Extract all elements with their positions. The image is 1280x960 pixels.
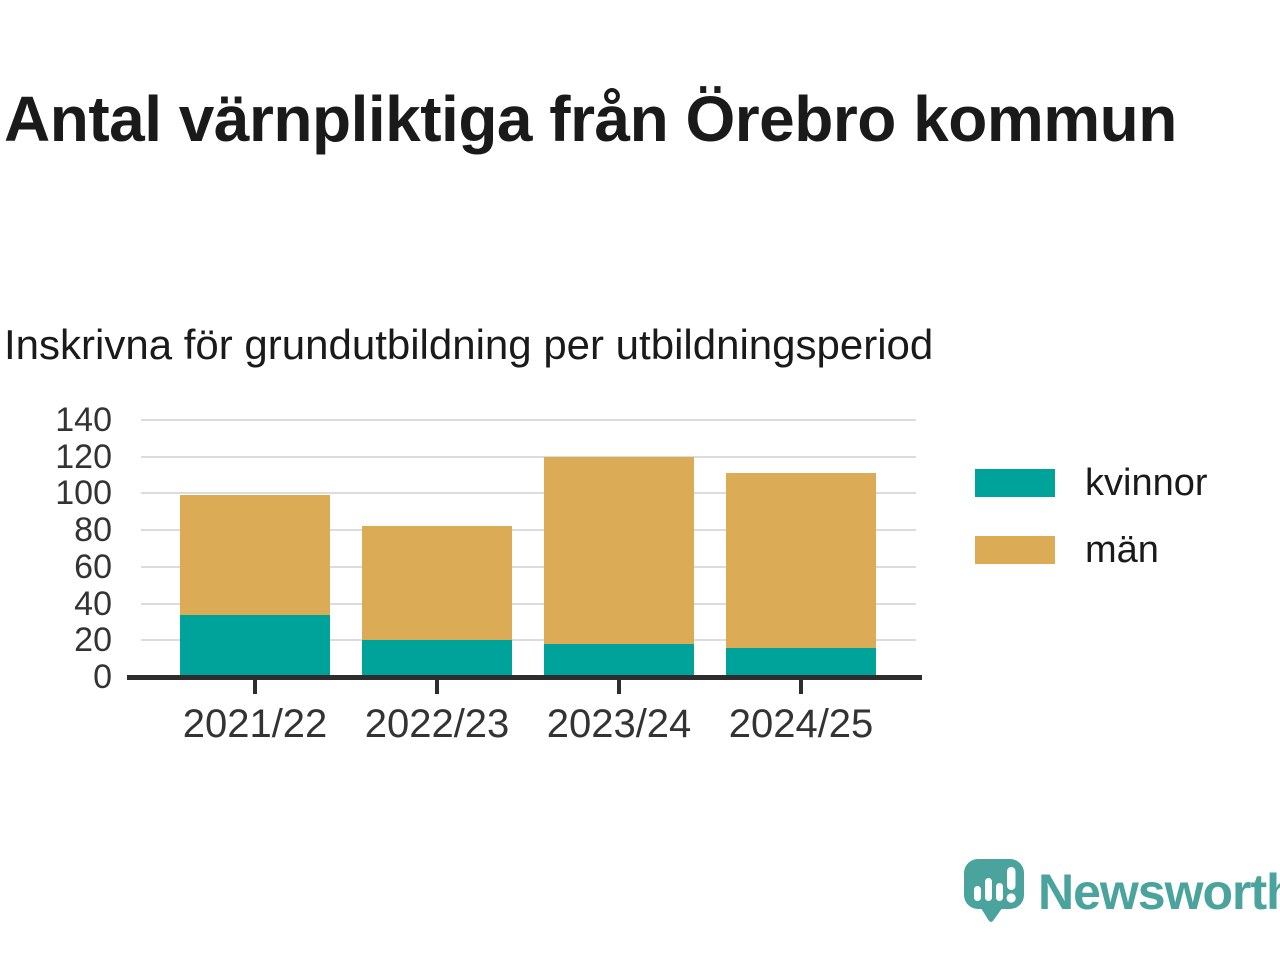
legend-item-kvinnor: kvinnor <box>975 463 1275 503</box>
chart-title: Antal värnpliktiga från Örebro kommun <box>4 82 1177 155</box>
legend-label-man: män <box>1085 529 1159 571</box>
gridline-40 <box>141 602 916 605</box>
bar-2021/22-kvinnor <box>180 614 330 677</box>
x-tick-2022/23 <box>435 680 439 694</box>
legend-swatch-man <box>975 536 1055 564</box>
legend-label-kvinnor: kvinnor <box>1085 462 1208 504</box>
x-axis-line <box>127 675 922 680</box>
x-tick-label-2022/23: 2022/23 <box>364 702 510 746</box>
gridline-100 <box>141 492 916 495</box>
y-axis: 0 20 40 60 80 100 120 140 <box>0 403 112 694</box>
legend: kvinnor män <box>975 463 1275 597</box>
x-tick-2023/24 <box>617 680 621 694</box>
gridline-60 <box>141 565 916 568</box>
x-tick-2024/25 <box>799 680 803 694</box>
y-tick-label-20: 20 <box>74 621 112 660</box>
bar-2022/23-kvinnor <box>362 640 512 677</box>
legend-item-man: män <box>975 530 1275 570</box>
y-tick-label-60: 60 <box>74 547 112 586</box>
y-tick-label-0: 0 <box>93 658 112 696</box>
x-tick-label-2024/25: 2024/25 <box>728 702 874 746</box>
chart-subtitle: Inskrivna för grundutbildning per utbild… <box>4 321 934 368</box>
x-tick-label-2023/24: 2023/24 <box>546 702 692 746</box>
y-tick-label-140: 140 <box>55 401 112 439</box>
plot-area <box>141 419 916 677</box>
x-tick-label-2021/22: 2021/22 <box>182 702 328 746</box>
bar-2023/24-män <box>544 456 694 644</box>
gridline-20 <box>141 639 916 642</box>
gridline-80 <box>141 529 916 532</box>
legend-swatch-kvinnor <box>975 469 1055 497</box>
gridline-120 <box>141 455 916 458</box>
newsworthy-logo-text: Newsworthy <box>1038 864 1280 920</box>
bar-2024/25-kvinnor <box>726 647 876 677</box>
bar-2023/24-kvinnor <box>544 643 694 677</box>
bar-2021/22-män <box>180 495 330 615</box>
bar-2022/23-män <box>362 526 512 641</box>
x-tick-2021/22 <box>253 680 257 694</box>
y-tick-label-40: 40 <box>74 584 112 623</box>
newsworthy-speech-bubble-chart-icon <box>964 859 1024 922</box>
y-tick-label-80: 80 <box>74 511 112 550</box>
newsworthy-logo: Newsworthy <box>962 856 1280 928</box>
y-tick-label-100: 100 <box>55 474 112 513</box>
y-tick-label-120: 120 <box>55 437 112 476</box>
bar-2024/25-män <box>726 473 876 648</box>
gridline-140 <box>141 419 916 421</box>
